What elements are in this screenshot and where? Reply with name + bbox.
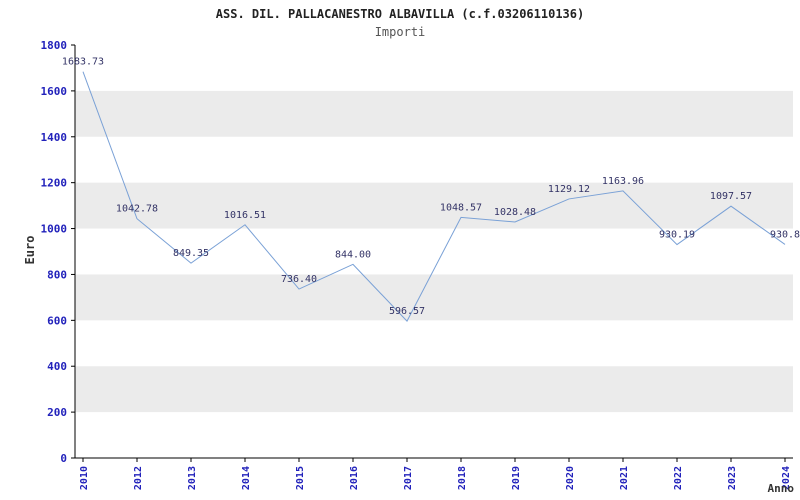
svg-text:2016: 2016 [349, 466, 360, 490]
svg-text:2014: 2014 [241, 466, 252, 490]
series-line [82, 71, 786, 322]
svg-text:2019: 2019 [511, 466, 522, 490]
svg-text:600: 600 [47, 314, 67, 327]
svg-text:1000: 1000 [41, 223, 68, 236]
svg-text:1200: 1200 [41, 177, 68, 190]
svg-text:2012: 2012 [133, 466, 144, 490]
svg-text:1028.48: 1028.48 [494, 207, 536, 218]
svg-text:800: 800 [47, 268, 67, 281]
svg-text:400: 400 [47, 360, 67, 373]
svg-text:1097.57: 1097.57 [710, 191, 752, 202]
svg-text:2015: 2015 [295, 466, 306, 490]
svg-text:2017: 2017 [403, 466, 414, 490]
svg-text:1129.12: 1129.12 [548, 184, 590, 195]
svg-text:2024: 2024 [781, 466, 792, 490]
value-labels: 1683.73 1042.78 849.35 1016.51 736.40 844.00 5… [62, 57, 800, 317]
svg-text:930.19: 930.19 [659, 230, 695, 241]
x-axis-label: Anno [767, 482, 795, 495]
svg-text:1600: 1600 [41, 85, 68, 98]
svg-text:2022: 2022 [673, 466, 684, 490]
chart-title: ASS. DIL. PALLACANESTRO ALBAVILLA (c.f.0… [215, 7, 585, 21]
svg-text:2010: 2010 [79, 466, 90, 490]
chart-subtitle: Importi [374, 25, 426, 39]
axes [74, 45, 793, 459]
svg-text:849.35: 849.35 [173, 248, 209, 259]
svg-text:1016.51: 1016.51 [224, 210, 266, 221]
svg-text:2021: 2021 [619, 466, 630, 490]
svg-text:200: 200 [47, 406, 67, 419]
svg-text:1800: 1800 [41, 39, 68, 52]
svg-text:2020: 2020 [565, 466, 576, 490]
svg-text:1400: 1400 [41, 131, 68, 144]
svg-text:930.8: 930.8 [770, 229, 800, 240]
svg-text:2023: 2023 [727, 466, 738, 490]
svg-text:1042.78: 1042.78 [116, 204, 158, 215]
svg-text:596.57: 596.57 [389, 306, 425, 317]
svg-text:844.00: 844.00 [335, 249, 371, 260]
y-tick-labels: 0 200 400 600 800 1000 1200 1400 1600 1800 [41, 39, 75, 465]
svg-text:0: 0 [60, 452, 67, 465]
x-tick-labels: 2010 2012 2013 2014 2015 2016 2017 2018 2019 2020… [79, 458, 792, 490]
svg-text:1163.96: 1163.96 [602, 176, 644, 187]
svg-text:2013: 2013 [187, 466, 198, 490]
svg-text:736.40: 736.40 [281, 274, 317, 285]
svg-text:2018: 2018 [457, 466, 468, 490]
band-stripes [75, 90, 793, 413]
svg-text:1048.57: 1048.57 [440, 202, 482, 213]
svg-text:1683.73: 1683.73 [62, 57, 104, 68]
